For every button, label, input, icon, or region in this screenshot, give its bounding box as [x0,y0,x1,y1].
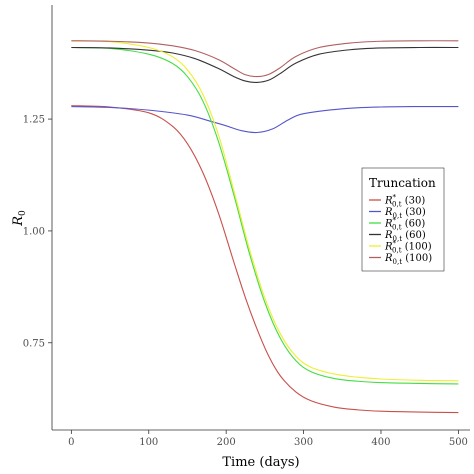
legend-label-sub-5: 0,t [393,258,403,266]
legend-label-suffix-2: (60) [402,219,426,230]
series-line-2 [71,46,459,385]
legend-label-sub-1: 0,t [393,212,403,220]
legend-label-sub-3: 0,t [393,235,403,243]
legend-label-main-0: R [384,196,393,207]
series-layer [71,40,459,414]
legend-label-sub-2: 0,t [392,224,402,232]
legend-label-0: R* 0,t (30) [384,194,425,209]
y-axis-title-main: R [11,216,26,227]
y-axis-title-sub: 0 [18,210,28,216]
legend-label-suffix-0: (30) [402,196,426,207]
x-tick-label-4: 400 [371,437,390,448]
legend-label-main-4: R [384,242,393,253]
x-tick-label-3: 300 [294,437,313,448]
series-line-1 [71,105,459,134]
legend-label-main-1: R [384,207,393,218]
series-line-3 [71,46,459,83]
legend-label-suffix-5: (100) [402,253,432,264]
y-tick-label-2: 1.25 [23,115,45,126]
legend: Truncation R* 0,t (30)R0,t (30)R* 0,t (60)… [361,167,445,272]
y-axis-title: R0 [11,210,28,227]
series-line-4 [71,40,459,382]
legend-label-2: R* 0,t (60) [384,217,425,232]
legend-label-sub-4: 0,t [392,247,402,255]
y-tick-label-0: 0.75 [23,338,45,349]
legend-label-sup-4: * [393,240,397,248]
legend-label-suffix-4: (100) [402,242,432,253]
legend-label-1: R0,t (30) [384,207,426,220]
legend-label-3: R0,t (60) [384,230,426,243]
x-tick-label-5: 500 [449,437,468,448]
legend-box [361,167,445,272]
x-tick-label-2: 200 [217,437,236,448]
x-axis-title: Time (days) [222,455,299,470]
legend-items: R* 0,t (30)R0,t (30)R* 0,t (60)R0,t (60)R*… [369,194,432,266]
legend-label-sup-0: * [393,194,397,202]
y-ticks: 0.75 1.00 1.25 [23,115,52,349]
y-tick-label-1: 1.00 [23,226,45,237]
legend-label-main-5: R [384,253,393,264]
x-tick-label-1: 100 [139,437,158,448]
legend-label-main-2: R [384,219,393,230]
series-line-0 [71,105,459,414]
x-ticks: 0 100 200 300 400 500 [68,430,468,448]
legend-label-suffix-1: (30) [402,207,426,218]
legend-label-suffix-3: (60) [402,230,426,241]
x-tick-label-0: 0 [68,437,74,448]
series-line-5 [71,40,459,78]
legend-label-5: R0,t (100) [384,253,432,266]
legend-label-4: R* 0,t (100) [384,240,432,255]
legend-label-sub-0: 0,t [392,201,402,209]
legend-label-main-3: R [384,230,393,241]
legend-title: Truncation [369,176,436,190]
legend-label-sup-2: * [393,217,397,225]
